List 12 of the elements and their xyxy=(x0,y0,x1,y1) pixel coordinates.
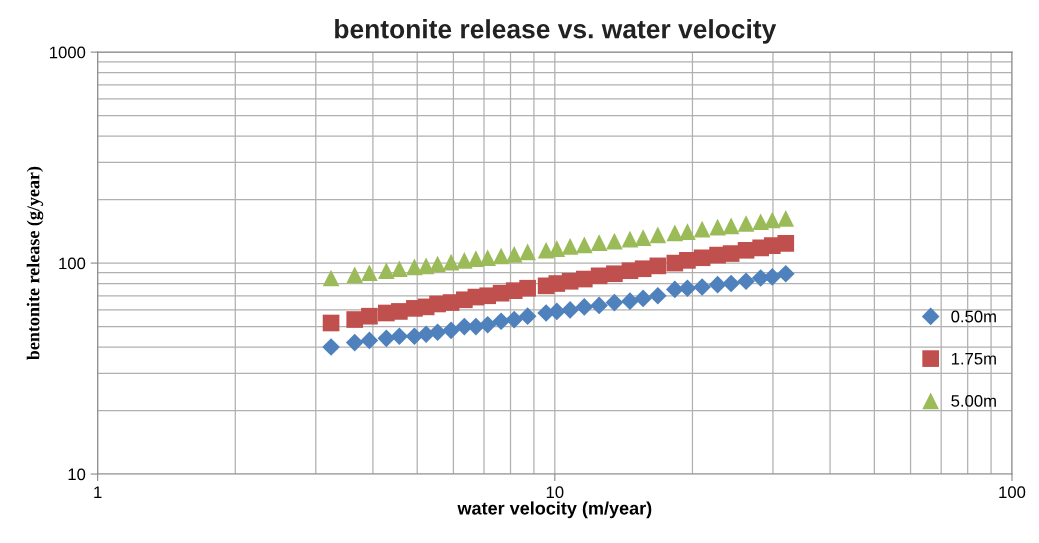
x-tick-label: 100 xyxy=(999,486,1026,499)
y-tick-label: 100 xyxy=(59,257,86,270)
legend-label: 5.00m xyxy=(951,395,996,407)
chart-title: bentonite release vs. water velocity xyxy=(335,19,777,44)
legend-label: 1.75m xyxy=(951,352,996,365)
y-tick-label: 1000 xyxy=(50,46,86,59)
x-axis-title: water velocity (m/year) xyxy=(457,501,652,519)
y-axis-title: bentonite release (g/year) xyxy=(26,166,44,360)
x-tick-label: 1 xyxy=(94,486,102,498)
legend-label: 0.50m xyxy=(951,310,996,323)
x-tick-label: 10 xyxy=(546,486,564,499)
y-tick-label: 10 xyxy=(68,468,86,481)
